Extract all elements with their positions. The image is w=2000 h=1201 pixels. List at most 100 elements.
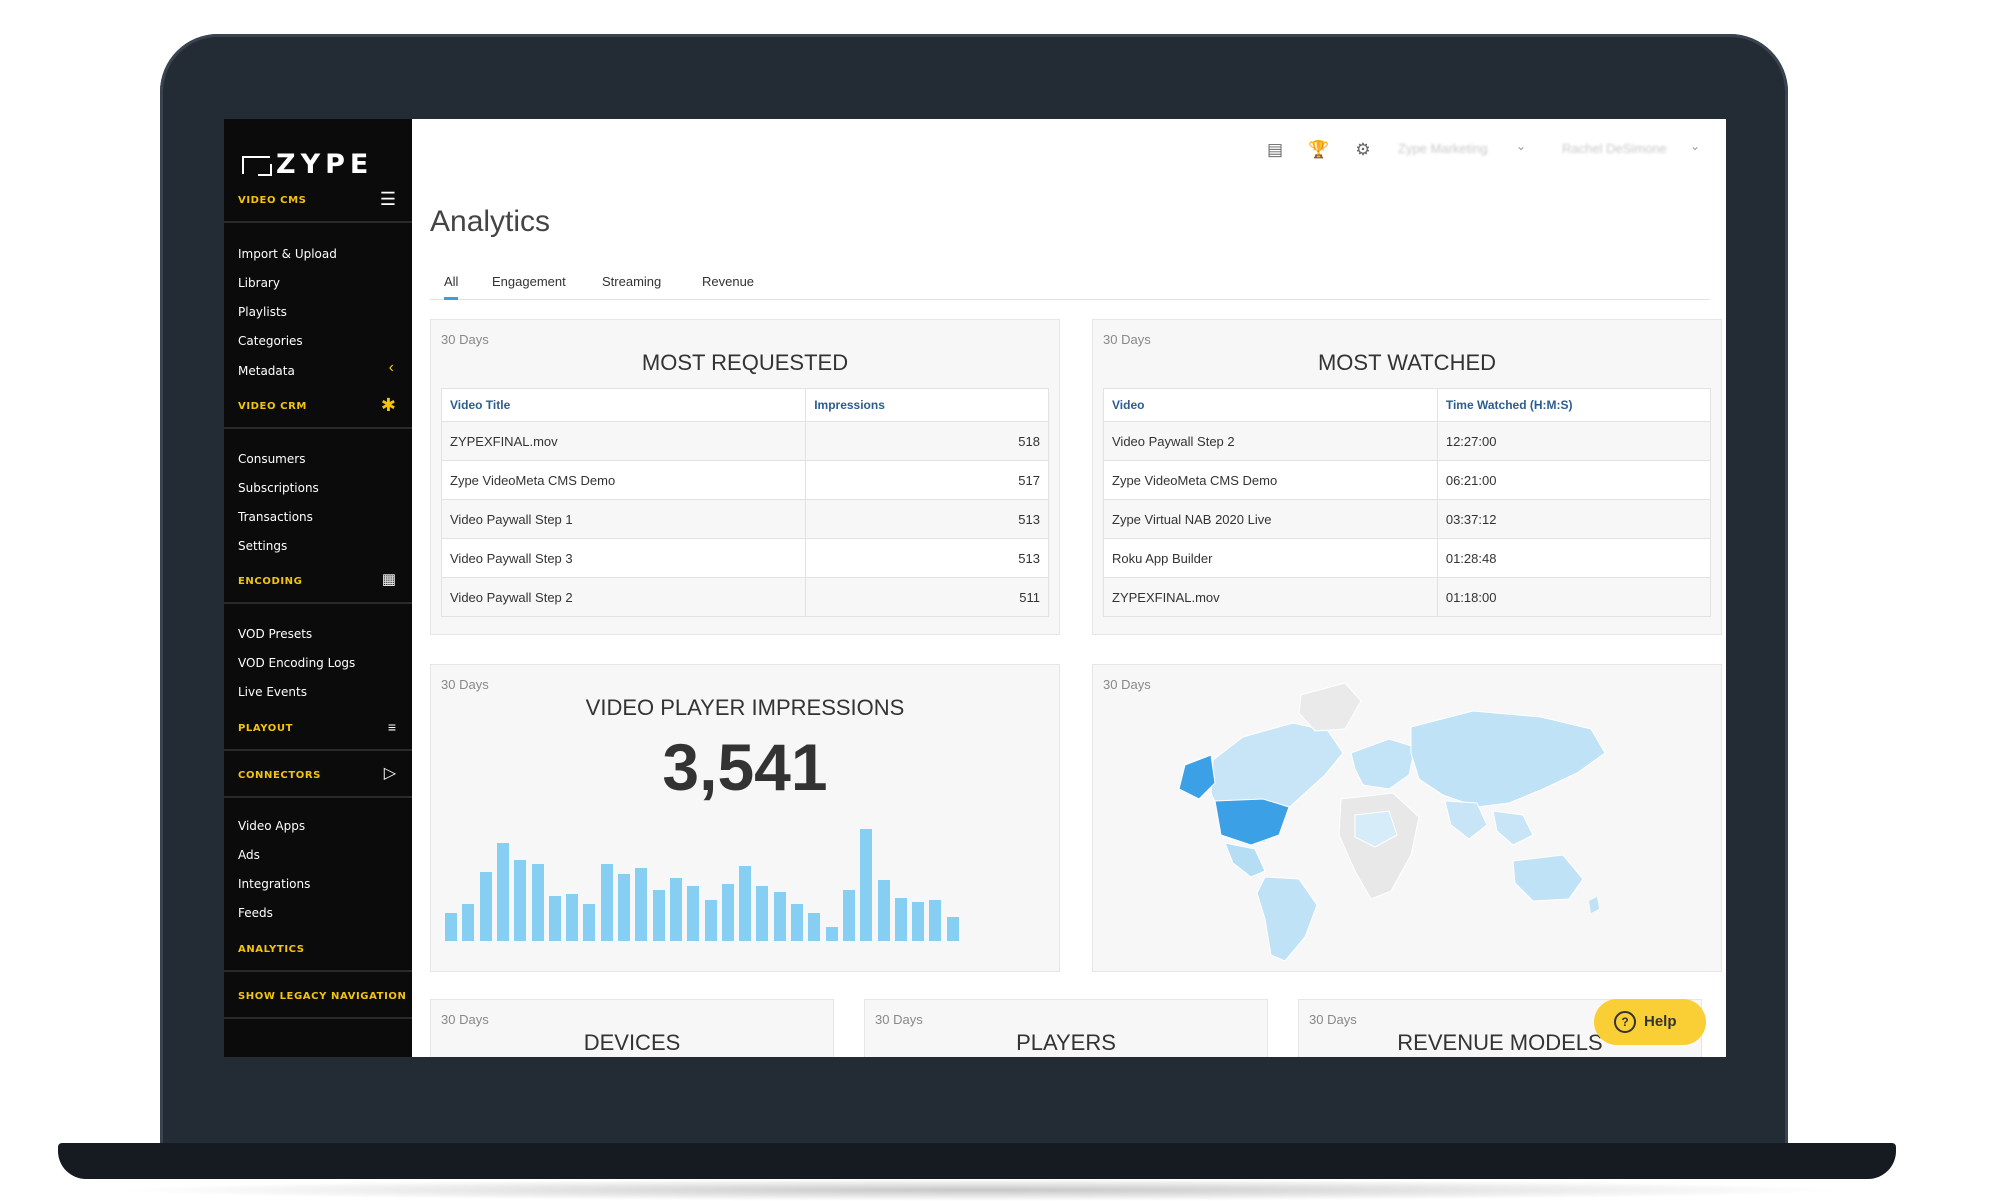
table-row[interactable]: Video Paywall Step 1 513 <box>440 499 1049 539</box>
impressions-bar[interactable] <box>531 863 544 941</box>
panel-title: MOST WATCHED <box>1317 350 1497 375</box>
column-header[interactable]: Impressions <box>805 388 1049 422</box>
impressions-bar[interactable] <box>514 859 527 941</box>
column-header[interactable]: Video Title <box>440 388 807 422</box>
map-region-africa[interactable] <box>1338 792 1420 900</box>
table-row[interactable]: Roku App Builder 01:28:48 <box>1103 538 1712 578</box>
sidebar-item-categories[interactable]: Categories <box>238 334 303 348</box>
chevron-down-icon[interactable]: ⌄ <box>1516 139 1527 153</box>
impressions-bar[interactable] <box>929 900 942 941</box>
user-menu[interactable]: Rachel DeSimone <box>1562 141 1667 156</box>
map-region-usa[interactable] <box>1214 798 1290 846</box>
sidebar-item-playlists[interactable]: Playlists <box>238 305 287 319</box>
table-row[interactable]: Zype VideoMeta CMS Demo 517 <box>440 460 1049 500</box>
impressions-bar[interactable] <box>808 912 821 941</box>
impressions-bar[interactable] <box>635 867 648 941</box>
map-region-sahel[interactable] <box>1354 810 1398 848</box>
map-region-asia[interactable] <box>1410 710 1606 808</box>
tab-all[interactable]: All <box>444 274 459 300</box>
impressions-bar[interactable] <box>566 894 579 941</box>
settings-gears-icon[interactable]: ⚙ <box>1355 140 1371 159</box>
map-region-south-america[interactable] <box>1256 876 1318 962</box>
sidebar-section-video-cms[interactable]: VIDEO CMS ☰ <box>224 181 412 223</box>
impressions-bar[interactable] <box>825 926 838 941</box>
table-row[interactable]: Zype Virtual NAB 2020 Live 03:37:12 <box>1103 499 1712 539</box>
column-header[interactable]: Video <box>1103 388 1438 422</box>
map-region-greenland[interactable] <box>1298 682 1362 732</box>
impressions-bar[interactable] <box>479 871 492 941</box>
sidebar-item-vod-presets[interactable]: VOD Presets <box>238 627 313 641</box>
help-button[interactable]: ? Help <box>1594 999 1706 1045</box>
impressions-bar[interactable] <box>739 865 752 941</box>
impressions-bar[interactable] <box>704 900 717 941</box>
sidebar-item-metadata[interactable]: Metadata <box>238 364 295 378</box>
map-region-mexico[interactable] <box>1224 842 1266 878</box>
tab-streaming[interactable]: Streaming <box>602 274 662 289</box>
impressions-bar[interactable] <box>600 863 613 941</box>
map-region-alaska[interactable] <box>1178 754 1216 800</box>
zype-logo[interactable]: ZYPE <box>242 149 373 180</box>
map-region-europe[interactable] <box>1350 738 1416 790</box>
sidebar-item-settings[interactable]: Settings <box>238 539 288 553</box>
impressions-bar[interactable] <box>445 912 457 941</box>
org-switcher[interactable]: Zype Marketing <box>1398 141 1488 156</box>
sidebar-item-transactions[interactable]: Transactions <box>238 510 313 524</box>
panel-period: 30 Days <box>441 677 489 692</box>
collapse-sidebar-icon[interactable]: ‹ <box>388 359 394 376</box>
impressions-bar[interactable] <box>652 890 665 941</box>
sidebar-section-video-crm[interactable]: VIDEO CRM ✱ <box>224 387 412 429</box>
impressions-bar[interactable] <box>773 892 786 941</box>
table-row[interactable]: Video Paywall Step 2 12:27:00 <box>1103 421 1712 461</box>
map-region-australia[interactable] <box>1512 854 1584 902</box>
section-label: VIDEO CMS <box>238 195 307 206</box>
impressions-bar[interactable] <box>860 829 873 941</box>
sidebar-item-vod-encoding-logs[interactable]: VOD Encoding Logs <box>238 656 356 670</box>
chevron-down-icon[interactable]: ⌄ <box>1690 139 1701 153</box>
impressions-bar[interactable] <box>583 904 596 941</box>
impressions-bar[interactable] <box>618 873 630 941</box>
impressions-bar[interactable] <box>496 843 509 941</box>
sidebar-item-integrations[interactable]: Integrations <box>238 877 311 891</box>
world-map[interactable] <box>1093 665 1721 971</box>
sidebar-item-video-apps[interactable]: Video Apps <box>238 819 306 833</box>
table-row[interactable]: ZYPEXFINAL.mov 01:18:00 <box>1103 577 1712 617</box>
cell-title: ZYPEXFINAL.mov <box>1103 577 1438 617</box>
impressions-bar[interactable] <box>877 879 890 941</box>
sidebar-item-subscriptions[interactable]: Subscriptions <box>238 481 319 495</box>
sidebar-section-playout[interactable]: PLAYOUT ≡ <box>224 709 412 751</box>
table-row[interactable]: Video Paywall Step 3 513 <box>440 538 1049 578</box>
sidebar-item-import-upload[interactable]: Import & Upload <box>238 247 337 261</box>
impressions-bar[interactable] <box>548 896 561 941</box>
show-legacy-navigation-link[interactable]: SHOW LEGACY NAVIGATION <box>224 977 412 1019</box>
sidebar-section-analytics[interactable]: ANALYTICS <box>224 930 412 972</box>
impressions-bar[interactable] <box>721 883 734 941</box>
impressions-bar[interactable] <box>791 904 803 941</box>
map-region-india[interactable] <box>1444 800 1488 840</box>
impressions-bar[interactable] <box>462 904 475 941</box>
map-region-southeast-asia[interactable] <box>1492 810 1534 846</box>
map-region-new-zealand[interactable] <box>1589 897 1599 913</box>
impressions-bar[interactable] <box>946 916 959 941</box>
docs-book-icon[interactable]: ▤ <box>1266 140 1284 159</box>
sidebar-section-connectors[interactable]: CONNECTORS ▷ <box>224 756 412 798</box>
sidebar-item-library[interactable]: Library <box>238 276 280 290</box>
tab-revenue[interactable]: Revenue <box>702 274 755 289</box>
sidebar-item-ads[interactable]: Ads <box>238 848 260 862</box>
sidebar-item-feeds[interactable]: Feeds <box>238 906 273 920</box>
impressions-bar[interactable] <box>912 902 925 941</box>
impressions-bar[interactable] <box>669 877 682 941</box>
table-row[interactable]: Video Paywall Step 2 511 <box>440 577 1049 617</box>
section-label: PLAYOUT <box>238 723 294 734</box>
tab-engagement[interactable]: Engagement <box>492 274 566 289</box>
impressions-bar[interactable] <box>894 898 907 941</box>
trophy-icon[interactable]: 🏆 <box>1308 140 1330 159</box>
sidebar-item-consumers[interactable]: Consumers <box>238 452 306 466</box>
column-header[interactable]: Time Watched (H:M:S) <box>1436 388 1712 422</box>
table-row[interactable]: ZYPEXFINAL.mov 518 <box>440 421 1049 461</box>
impressions-bar[interactable] <box>756 886 769 941</box>
impressions-bar[interactable] <box>842 890 855 941</box>
table-row[interactable]: Zype VideoMeta CMS Demo 06:21:00 <box>1103 460 1712 500</box>
sidebar-section-encoding[interactable]: ENCODING ▦ <box>224 562 412 604</box>
impressions-bar[interactable] <box>687 886 700 941</box>
sidebar-item-live-events[interactable]: Live Events <box>238 685 307 699</box>
